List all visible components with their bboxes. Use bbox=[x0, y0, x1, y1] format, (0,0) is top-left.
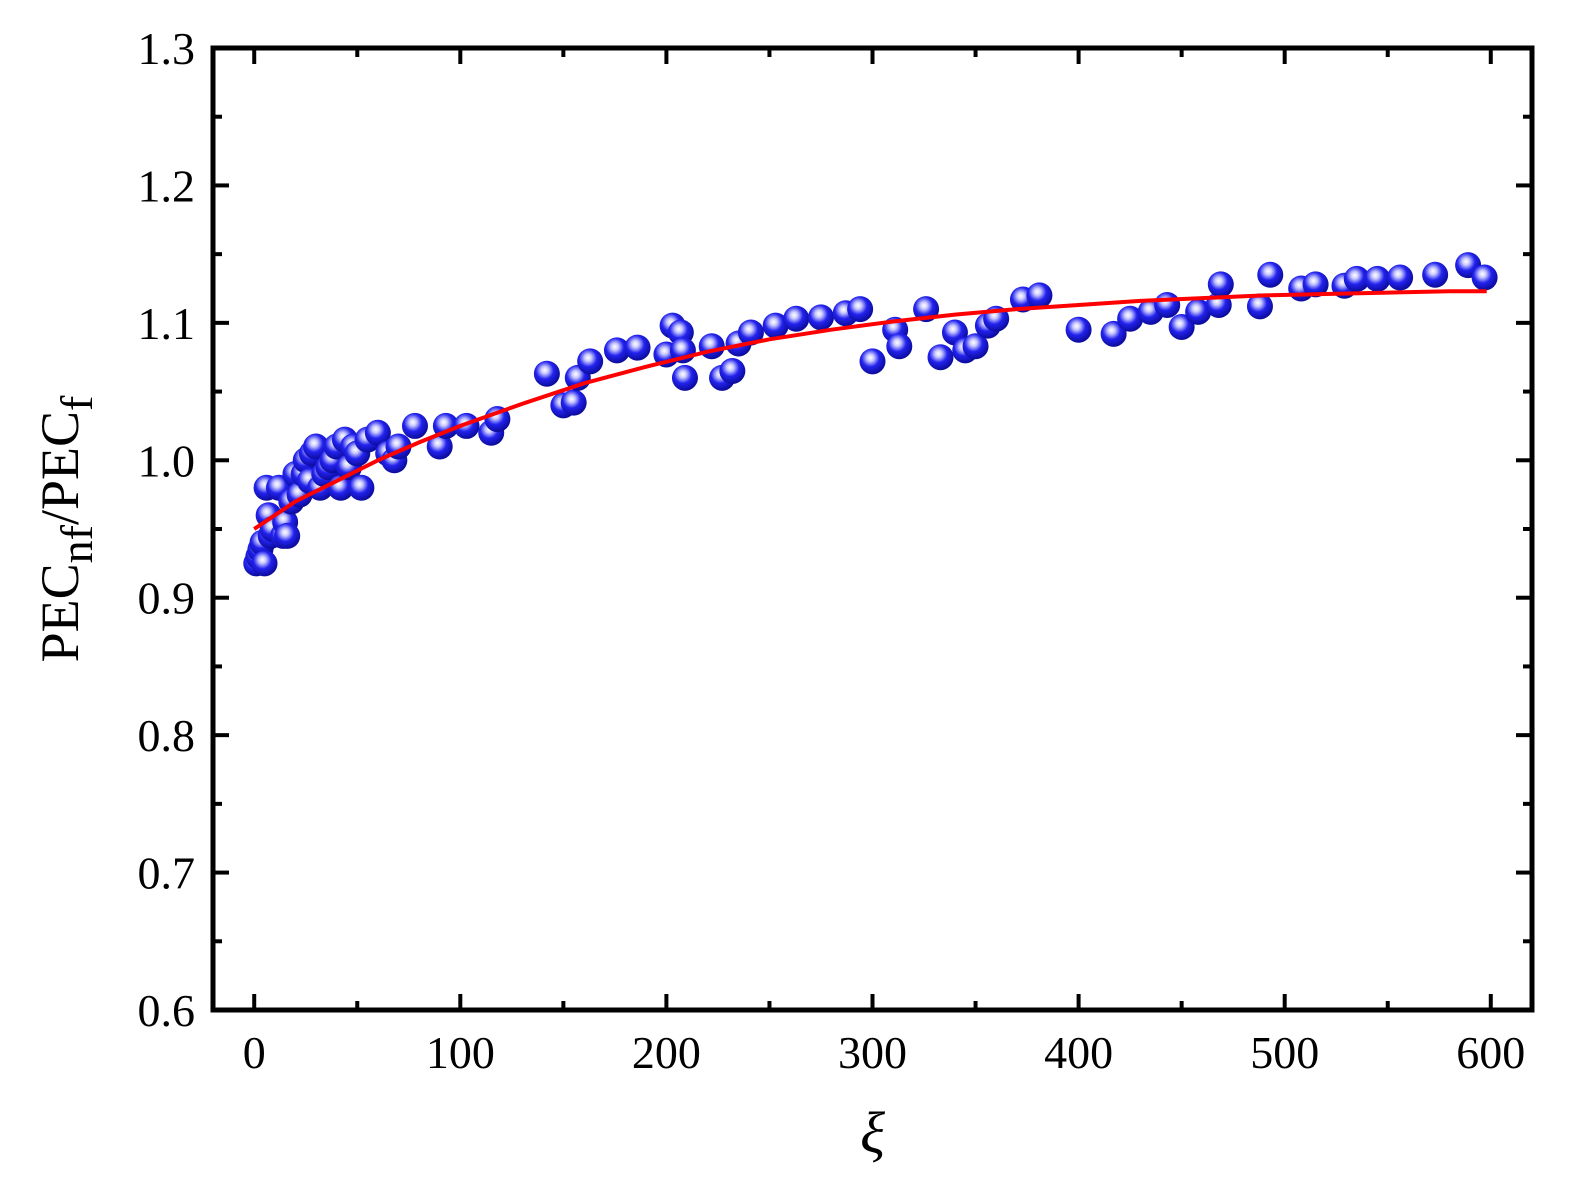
data-point bbox=[762, 312, 789, 339]
data-point bbox=[577, 348, 604, 375]
y-axis-label-subscript: f bbox=[51, 395, 102, 411]
tick-labels: 0 100 200 300 400 500 600 0.6 0.7 0.8 0.9 1.0 1.1 1.2… bbox=[138, 23, 1526, 1078]
data-point bbox=[1168, 313, 1195, 340]
data-point bbox=[783, 305, 810, 332]
data-point bbox=[533, 360, 560, 387]
fit-curve-group bbox=[253, 289, 1487, 531]
x-tick-label: 600 bbox=[1456, 1027, 1525, 1078]
axis-ticks bbox=[213, 46, 1532, 1012]
data-point bbox=[1117, 305, 1144, 332]
data-point bbox=[1422, 261, 1449, 288]
data-markers bbox=[243, 252, 1498, 577]
data-point bbox=[1302, 271, 1329, 298]
data-point bbox=[426, 433, 453, 460]
data-point bbox=[1257, 261, 1284, 288]
data-point bbox=[1065, 316, 1092, 343]
data-point bbox=[719, 357, 746, 384]
data-point bbox=[348, 474, 375, 501]
data-point bbox=[847, 296, 874, 323]
data-point bbox=[603, 337, 630, 364]
data-point bbox=[484, 406, 511, 433]
y-tick-label: 1.2 bbox=[138, 160, 196, 211]
y-tick-label: 0.6 bbox=[138, 985, 196, 1036]
y-tick-label: 0.8 bbox=[138, 710, 196, 761]
data-point bbox=[737, 319, 764, 346]
x-tick-label: 0 bbox=[243, 1027, 266, 1078]
y-axis-label-text: PEC bbox=[30, 563, 90, 662]
data-point bbox=[698, 333, 725, 360]
data-point bbox=[1026, 282, 1053, 309]
data-point bbox=[1246, 293, 1273, 320]
y-tick-label: 1.0 bbox=[138, 435, 196, 486]
data-point bbox=[1207, 271, 1234, 298]
x-tick-label: 100 bbox=[426, 1027, 495, 1078]
data-point bbox=[927, 344, 954, 371]
data-point bbox=[1185, 298, 1212, 325]
data-point bbox=[560, 389, 587, 416]
x-axis-label: ξ bbox=[860, 1100, 885, 1165]
y-tick-label: 1.3 bbox=[138, 23, 196, 74]
data-point bbox=[251, 550, 278, 577]
data-point bbox=[1387, 264, 1414, 291]
data-point bbox=[364, 419, 391, 446]
y-tick-label: 0.7 bbox=[138, 848, 196, 899]
fit-line bbox=[253, 289, 1487, 531]
data-point bbox=[1343, 265, 1370, 292]
y-axis-label-subscript: nf bbox=[51, 524, 102, 563]
plot-frame bbox=[210, 45, 1535, 1013]
y-tick-label: 0.9 bbox=[138, 573, 196, 624]
data-point bbox=[1100, 320, 1127, 347]
x-tick-label: 500 bbox=[1250, 1027, 1319, 1078]
data-point bbox=[401, 412, 428, 439]
data-point bbox=[1154, 291, 1181, 318]
data-point bbox=[962, 333, 989, 360]
data-point bbox=[807, 304, 834, 331]
y-tick-label: 1.1 bbox=[138, 298, 196, 349]
x-tick-label: 400 bbox=[1044, 1027, 1113, 1078]
data-point bbox=[1471, 264, 1498, 291]
y-axis-label-text: /PEC bbox=[30, 411, 90, 525]
data-point bbox=[886, 333, 913, 360]
x-tick-label: 200 bbox=[632, 1027, 701, 1078]
data-point bbox=[624, 334, 651, 361]
y-axis-label: PECnf/PECf bbox=[30, 395, 102, 662]
data-point bbox=[1364, 265, 1391, 292]
data-point bbox=[274, 522, 301, 549]
data-point bbox=[859, 348, 886, 375]
x-tick-label: 300 bbox=[838, 1027, 907, 1078]
data-point bbox=[671, 364, 698, 391]
